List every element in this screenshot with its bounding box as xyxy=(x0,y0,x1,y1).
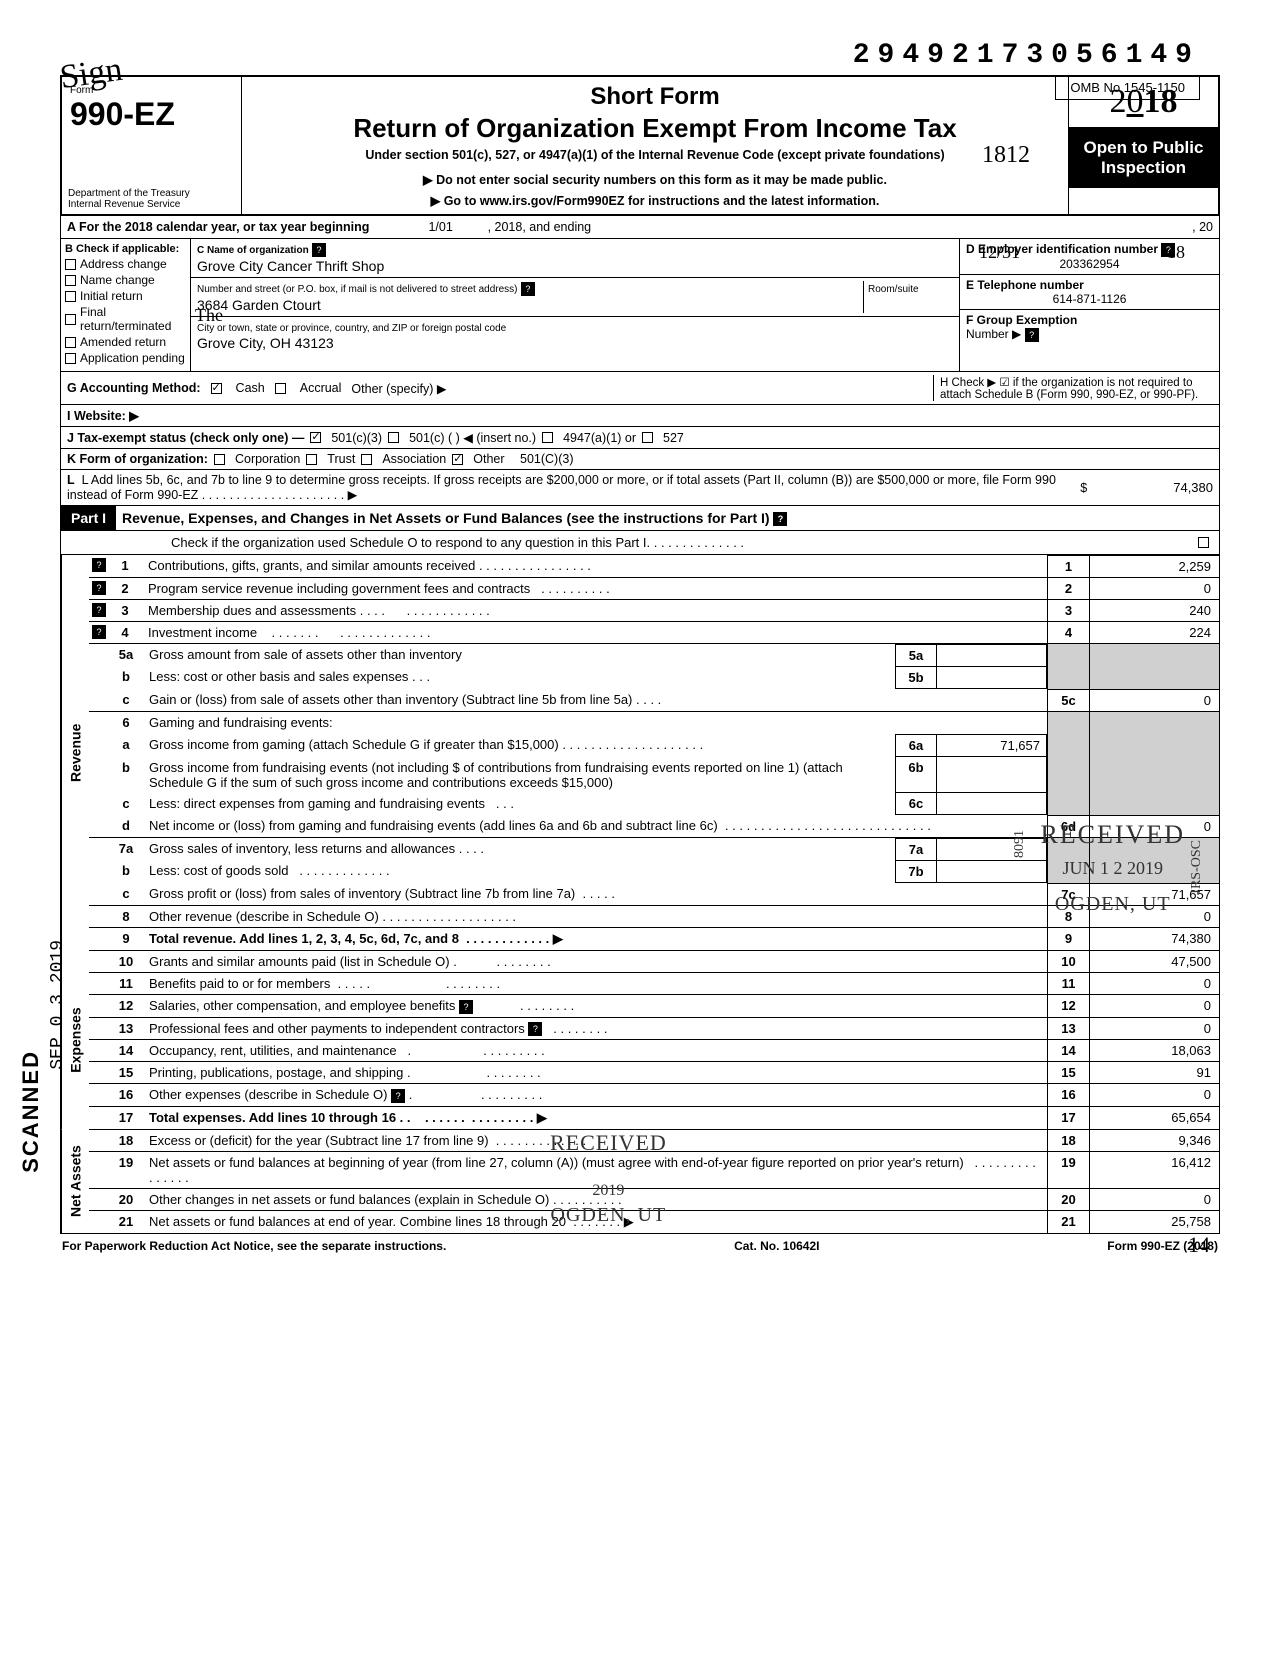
schedule-b-check: H Check ▶ ☑ if the organization is not r… xyxy=(940,377,1198,401)
part-1-title: Revenue, Expenses, and Changes in Net As… xyxy=(116,506,1219,530)
schedule-o-checkbox[interactable] xyxy=(1198,537,1209,548)
row-a-tax-year: A For the 2018 calendar year, or tax yea… xyxy=(60,216,1220,239)
irs-label: Internal Revenue Service xyxy=(68,199,190,210)
revenue-side-label: Revenue xyxy=(61,555,89,951)
line-1-value: 2,259 xyxy=(1089,555,1219,577)
net-assets-side-label: Net Assets xyxy=(61,1130,89,1233)
dept-treasury: Department of the Treasury xyxy=(68,188,190,199)
form-header: Form 990-EZ Department of the Treasury I… xyxy=(60,75,1220,216)
handwritten-end-date: 12/31 xyxy=(979,242,1020,263)
instructions-link: ▶ Go to www.irs.gov/Form990EZ for instru… xyxy=(252,193,1058,208)
short-form-label: Short Form xyxy=(252,83,1058,111)
org-city: Grove City, OH 43123 xyxy=(197,335,953,351)
part-1-label: Part I xyxy=(61,506,116,530)
line-6a-value: 71,657 xyxy=(937,734,1047,757)
page-footer: For Paperwork Reduction Act Notice, see … xyxy=(60,1234,1220,1258)
received-stamp-center: RECEIVED 2019 OGDEN, UT xyxy=(550,1130,667,1227)
document-number: 29492173056149 xyxy=(853,40,1200,71)
org-address: 3684 Garden Ctourt xyxy=(197,297,863,313)
handwritten-year-suffix: 18 xyxy=(1167,242,1185,263)
help-icon: ? xyxy=(312,243,326,257)
form-title: Return of Organization Exempt From Incom… xyxy=(252,113,1058,144)
form-subtitle: Under section 501(c), 527, or 4947(a)(1)… xyxy=(252,148,1058,162)
received-stamp-right: RECEIVED JUN 1 2 2019 OGDEN, UT 8091 IRS… xyxy=(1040,820,1185,916)
scanned-stamp: SCANNED xyxy=(18,1050,44,1173)
handwritten-the: The xyxy=(195,305,223,326)
phone: 614-871-1126 xyxy=(966,292,1213,306)
open-public-2: Inspection xyxy=(1073,158,1214,178)
open-public-1: Open to Public xyxy=(1073,138,1214,158)
org-name: Grove City Cancer Thrift Shop xyxy=(197,258,953,274)
ssn-warning: ▶ Do not enter social security numbers o… xyxy=(252,172,1058,187)
handwritten-page-number: 14 xyxy=(1188,1232,1210,1258)
info-grid: B Check if applicable: Address change Na… xyxy=(60,239,1220,372)
handwritten-1812: 1812 xyxy=(982,142,1030,169)
scan-date: SEP 0 3 2019 xyxy=(48,940,68,1070)
gross-receipts: 74,380 xyxy=(1173,480,1213,495)
form-number: 990-EZ xyxy=(70,96,233,133)
omb-number: OMB No 1545-1150 xyxy=(1055,75,1200,100)
